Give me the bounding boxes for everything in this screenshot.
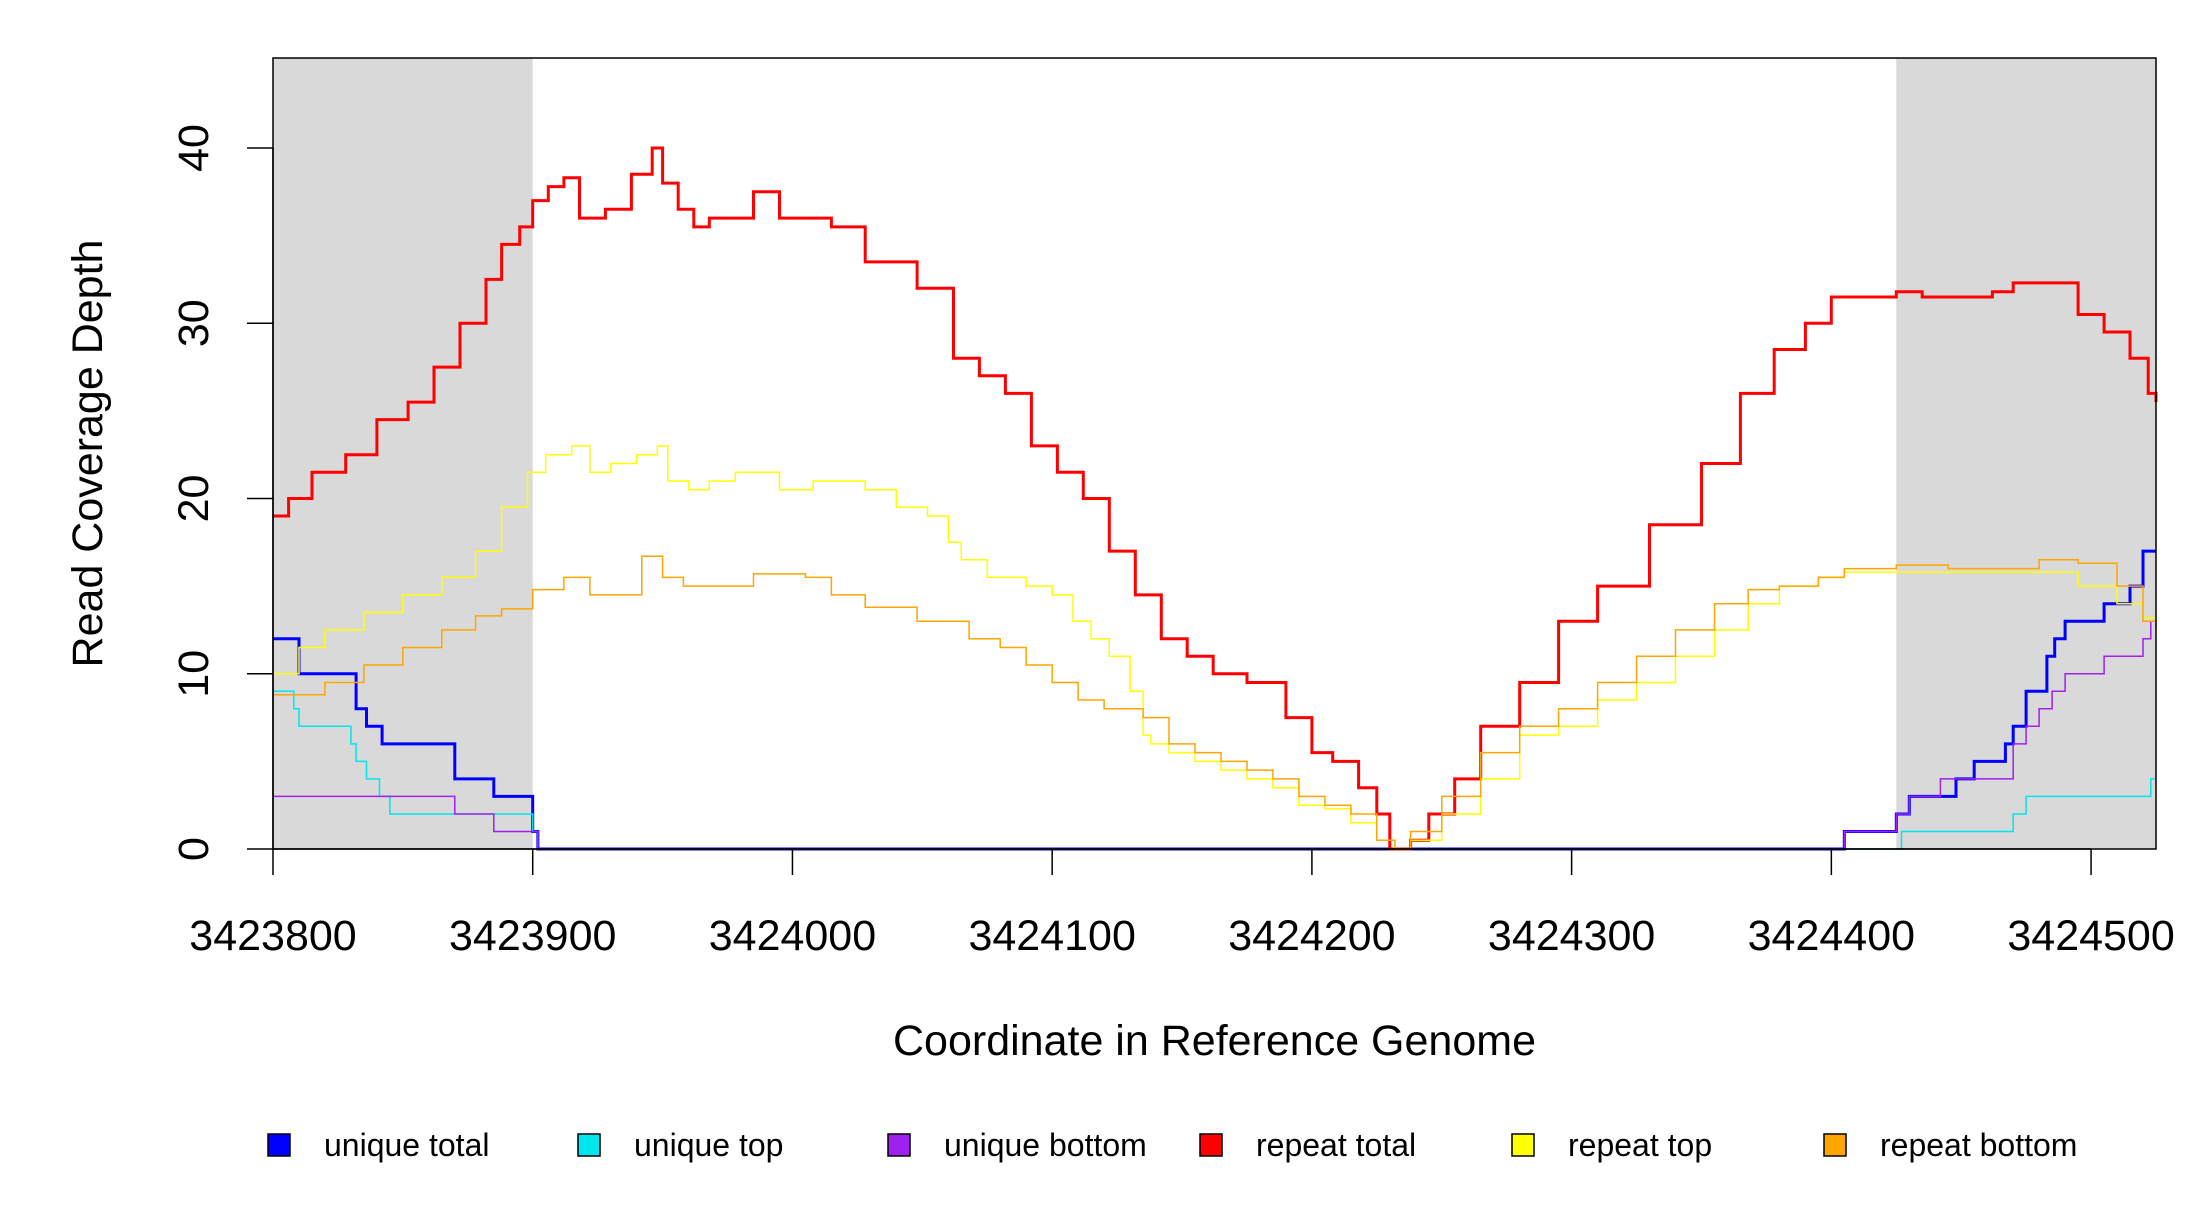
legend-label-1: unique top [634,1127,783,1163]
y-axis-title: Read Coverage Depth [64,240,112,668]
x-tick-label-5: 3424300 [1488,912,1655,960]
series-line-unique-total [273,549,2156,851]
legend-label-2: unique bottom [944,1127,1147,1163]
x-tick-label-7: 3424500 [2007,912,2174,960]
legend-swatch-5 [1823,1133,1847,1157]
x-tick-label-6: 3424400 [1748,912,1915,960]
legend-swatch-2 [887,1133,911,1157]
series-line-repeat-top [273,445,2157,850]
legend-swatch-4 [1511,1133,1535,1157]
series-line-unique-bottom [273,620,2156,850]
legend-swatch-1 [577,1133,601,1157]
series-lines [273,146,2158,851]
y-axis: 0 10 20 30 40 [170,124,274,861]
x-axis-title: Coordinate in Reference Genome [893,1017,1536,1065]
x-tick-label-3: 3424100 [968,912,1135,960]
y-tick-label-1: 10 [170,650,218,698]
legend-label-3: repeat total [1256,1127,1416,1163]
legend-label-4: repeat top [1568,1127,1712,1163]
legend-swatch-3 [1199,1133,1223,1157]
legend-swatch-0 [267,1133,291,1157]
y-tick-label-4: 40 [170,124,218,172]
series-line-repeat-bottom [273,555,2157,850]
series-line-unique-top [273,690,2156,850]
x-tick-label-0: 3423800 [189,912,356,960]
y-tick-label-3: 30 [170,299,218,347]
x-axis: 3423800 3423900 3424000 3424100 3424200 34243… [189,848,2175,960]
legend-label-5: repeat bottom [1880,1127,2077,1163]
y-tick-label-0: 0 [170,837,218,861]
x-tick-label-2: 3424000 [709,912,876,960]
y-tick-label-2: 20 [170,475,218,523]
shaded-regions [273,58,2156,849]
legend: unique total unique top unique bottom repea… [267,1127,2077,1163]
x-tick-label-4: 3424200 [1228,912,1395,960]
legend-label-0: unique total [324,1127,489,1163]
series-line-repeat-total [273,146,2158,851]
x-tick-label-1: 3423900 [449,912,616,960]
shaded-region-0 [273,58,533,849]
plot-frame [272,57,2157,850]
